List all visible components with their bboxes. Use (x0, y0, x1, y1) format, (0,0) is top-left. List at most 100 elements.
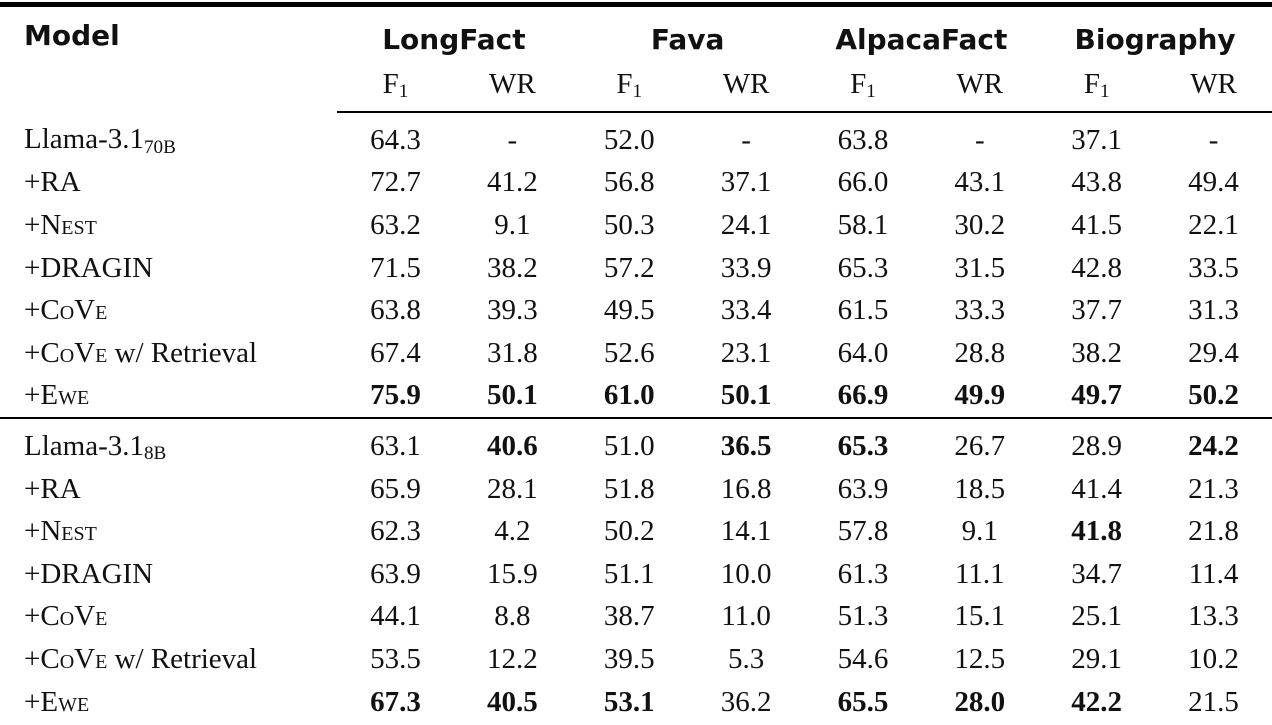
table-row: +Ewe 75.9 50.1 61.0 50.1 66.9 49.9 49.7 50.2 (0, 375, 1272, 419)
value-cell: 49.4 (1188, 166, 1239, 199)
table-row: +Ewe 67.3 40.5 53.1 36.2 65.5 28.0 42.2 21.5 (0, 681, 1272, 724)
value-cell: 18.5 (954, 472, 1006, 505)
value-cell: 54.6 (837, 642, 889, 675)
table-top-rule (0, 2, 1272, 7)
table-row: +Nest 63.2 9.1 50.3 24.1 58.1 30.2 41.5 22.1 (0, 204, 1272, 247)
metric-header-wr: WR (921, 63, 1039, 113)
value-cell: 31.8 (486, 336, 538, 369)
value-cell: 38.2 (1071, 336, 1123, 369)
model-cell: +CoVe w/ Retrieval (0, 332, 337, 375)
value-cell: 36.2 (720, 685, 772, 718)
value-cell: 29.4 (1188, 336, 1239, 369)
value-cell: 9.1 (494, 208, 531, 241)
value-cell: 40.6 (453, 417, 571, 468)
model-cell: +RA (0, 468, 337, 511)
model-cell: +Nest (0, 510, 337, 553)
model-label-segment: +Nest (24, 515, 97, 548)
value-cell: 43.1 (954, 166, 1006, 199)
value-cell: 38.2 (486, 251, 538, 284)
value-cell: 63.8 (370, 294, 421, 327)
model-label-segment: w/ Retrieval (107, 336, 258, 369)
value-cell: 50.1 (486, 379, 538, 412)
model-label-segment: +Ewe (24, 685, 90, 718)
value-cell: 33.5 (1188, 251, 1239, 284)
value-cell: 15.1 (954, 600, 1006, 633)
value-cell: 50.1 (720, 379, 772, 412)
model-label-segment: w/ Retrieval (107, 642, 258, 675)
table-row: +CoVe 44.1 8.8 38.7 11.0 51.3 15.1 25.1 13.3 (0, 596, 1272, 639)
value-cell: 64.0 (837, 336, 889, 369)
value-cell: 16.8 (720, 472, 772, 505)
value-cell: 12.5 (954, 642, 1006, 675)
value-cell: 28.1 (486, 472, 538, 505)
value-cell: 38.7 (603, 600, 655, 633)
model-label-segment: +CoVe (24, 294, 108, 327)
value-cell: 50.2 (1188, 379, 1239, 412)
model-label-segment: +RA (24, 166, 81, 199)
value-cell: 57.8 (837, 515, 889, 548)
value-cell: 51.1 (603, 557, 655, 590)
model-cell: +DRAGIN (0, 247, 337, 290)
value-cell: 30.2 (954, 208, 1006, 241)
table-row: +DRAGIN 71.5 38.2 57.2 33.9 65.3 31.5 42.8 33.5 (0, 247, 1272, 290)
value-cell: 25.1 (1071, 600, 1123, 633)
table-body-section-2: Llama-3.18B 63.1 40.6 51.0 36.5 65.3 26.7 28.9 2… (0, 417, 1272, 724)
value-cell: 57.2 (603, 251, 655, 284)
value-cell: 21.5 (1188, 685, 1239, 718)
value-cell: 43.8 (1071, 166, 1123, 199)
metric-header-f1: F1 (804, 63, 922, 113)
value-cell: 51.8 (603, 472, 655, 505)
value-cell: 71.5 (370, 251, 421, 284)
model-label-segment: +CoVe (24, 336, 108, 369)
value-cell: 51.0 (570, 417, 688, 468)
value-cell: 64.3 (370, 123, 421, 156)
value-cell: 23.1 (720, 336, 772, 369)
value-cell: 12.2 (486, 642, 538, 675)
value-cell: 21.3 (1188, 472, 1239, 505)
value-cell: 39.3 (486, 294, 538, 327)
model-cell: Llama-3.170B (0, 112, 337, 162)
model-cell: +CoVe (0, 596, 337, 639)
value-cell: 58.1 (837, 208, 889, 241)
value-cell: 63.9 (370, 557, 421, 590)
value-cell: 37.1 (1071, 123, 1123, 156)
value-cell: 44.1 (370, 600, 421, 633)
model-cell: +Ewe (0, 375, 337, 419)
value-cell: 28.8 (954, 336, 1006, 369)
table-header: Model LongFact Fava AlpacaFact Biography… (0, 7, 1272, 113)
value-cell: 52.0 (603, 123, 655, 156)
model-cell: +Nest (0, 204, 337, 247)
value-cell: 65.5 (837, 685, 889, 718)
value-cell: 33.3 (954, 294, 1006, 327)
value-cell: 67.3 (370, 685, 421, 718)
value-cell: 13.3 (1188, 600, 1239, 633)
value-cell: 61.0 (603, 379, 655, 412)
group-header-row: Model LongFact Fava AlpacaFact Biography (0, 7, 1272, 63)
value-cell: 41.8 (1071, 515, 1123, 548)
metric-header-f1: F1 (1038, 63, 1156, 113)
model-cell: +Ewe (0, 681, 337, 724)
value-cell: 56.8 (603, 166, 655, 199)
value-cell: 63.8 (837, 123, 889, 156)
table-row: +RA 65.9 28.1 51.8 16.8 63.9 18.5 41.4 21.3 (0, 468, 1272, 511)
value-cell: 63.9 (837, 472, 889, 505)
results-table: Model LongFact Fava AlpacaFact Biography… (0, 7, 1272, 723)
value-cell: - (741, 123, 751, 156)
value-cell: 4.2 (494, 515, 531, 548)
value-cell: 41.5 (1071, 208, 1123, 241)
column-group-longfact: LongFact (382, 22, 526, 56)
value-cell: 52.6 (603, 336, 655, 369)
value-cell: 63.2 (370, 208, 421, 241)
model-label-segment: Llama-3.1 (24, 123, 144, 156)
model-cell: Llama-3.18B (0, 417, 338, 468)
value-cell: 24.1 (720, 208, 772, 241)
value-cell: 65.9 (370, 472, 421, 505)
value-cell: 33.4 (720, 294, 772, 327)
value-cell: 65.3 (804, 417, 922, 468)
metric-header-wr: WR (453, 63, 571, 113)
value-cell: 33.9 (720, 251, 772, 284)
column-header-model: Model (24, 19, 120, 52)
value-cell: 11.1 (954, 557, 1005, 590)
table-row: +RA 72.7 41.2 56.8 37.1 66.0 43.1 43.8 49.4 (0, 162, 1272, 205)
